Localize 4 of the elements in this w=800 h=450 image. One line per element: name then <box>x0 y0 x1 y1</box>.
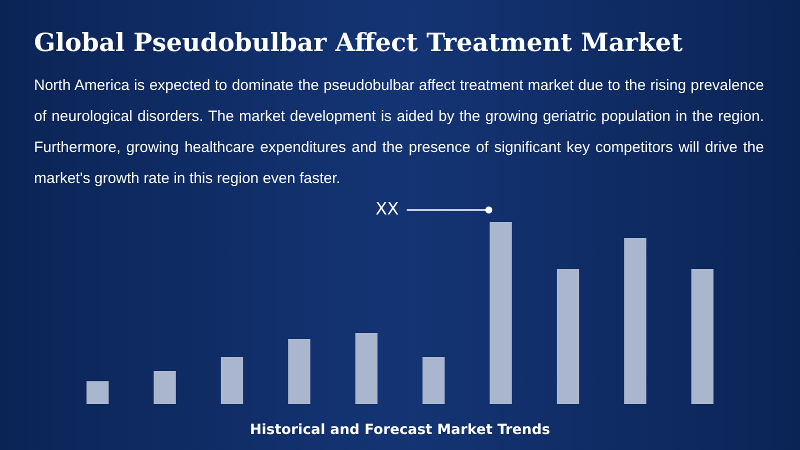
x-axis-title: Historical and Forecast Market Trends <box>248 422 552 438</box>
chart-subtitle: North America is expected to dominate the pseudobulbar affect treatment market due to the rising prevalence of neurological disorders. The market development is aided by the growing geriatric population in the region. Furthermore, growing healthcare expenditures and the presence of significant key competitors will drive the market's growth rate in this region even faster. <box>34 76 764 189</box>
text: XX <box>376 199 400 220</box>
chart-title: Global Pseudobulbar Affect Treatment Market <box>34 28 683 57</box>
